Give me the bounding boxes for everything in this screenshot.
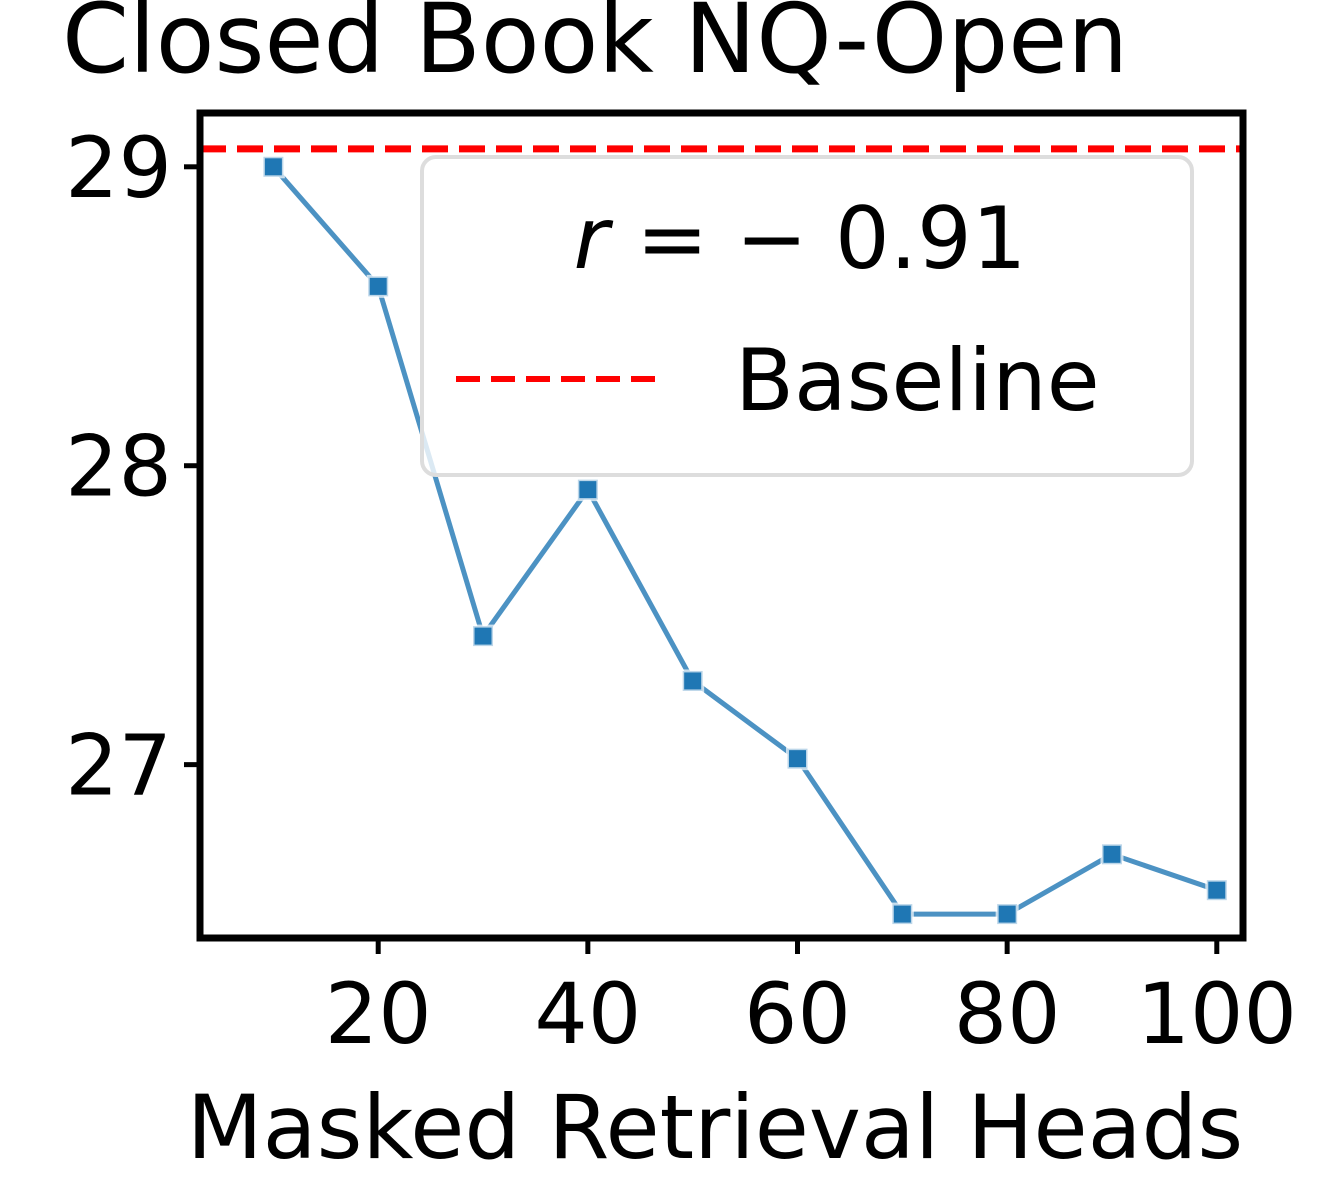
legend-entry-stat: r = − 0.91 (574, 189, 1027, 289)
data-point (785, 747, 809, 771)
y-tick-label: 28 (65, 418, 172, 516)
legend: r = − 0.91 Baseline (420, 155, 1194, 477)
data-point (681, 669, 705, 693)
y-ticks: 27 28 29 (65, 119, 200, 815)
data-point (471, 624, 495, 648)
chart-title: Closed Book NQ-Open (62, 0, 1128, 95)
data-point (576, 478, 600, 502)
data-point (995, 902, 1019, 926)
x-tick-label: 20 (325, 965, 432, 1063)
plot-frame (196, 109, 1247, 942)
data-point (1100, 842, 1124, 866)
data-point (1205, 878, 1229, 902)
legend-entry-baseline: Baseline (735, 331, 1100, 431)
data-point (261, 155, 285, 179)
legend-box (420, 155, 1194, 477)
y-tick-label: 27 (65, 717, 172, 815)
data-point (890, 902, 914, 926)
data-point (366, 274, 390, 298)
x-tick-label: 40 (534, 965, 641, 1063)
x-axis-label: Masked Retrieval Heads (187, 1076, 1243, 1179)
x-tick-label: 100 (1137, 965, 1297, 1063)
x-ticks: 20 40 60 80 100 (325, 938, 1297, 1063)
y-tick-label: 29 (65, 119, 172, 217)
x-tick-label: 80 (954, 965, 1061, 1063)
x-tick-label: 60 (744, 965, 851, 1063)
